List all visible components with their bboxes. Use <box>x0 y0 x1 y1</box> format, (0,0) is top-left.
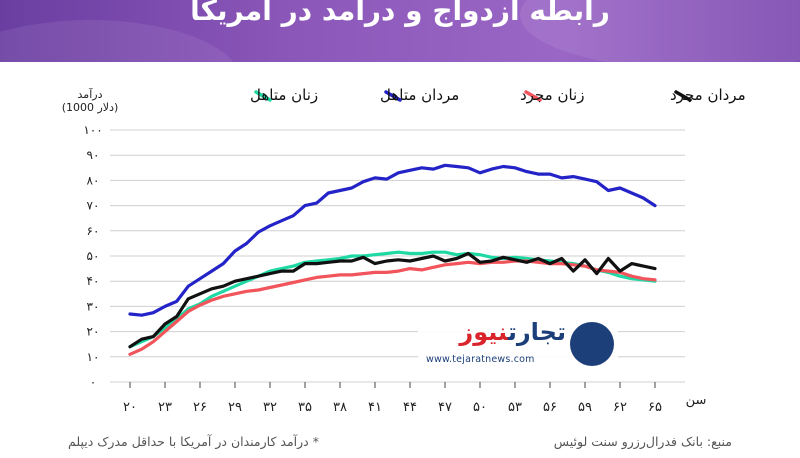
chart-legend: مردان مجرد زنان مجرد مردان متاهل زنان متاهل <box>250 86 746 104</box>
x-axis: ۲۰ ۲۳ ۲۶ ۲۹ ۳۲ ۳۵ ۳۸ ۴۱ ۴۴ ۴۷ ۵۰ ۵۳ ۵۶ ۵۹ ۶۲ ۶۵ <box>123 382 662 415</box>
y-axis-label: درآمد <box>78 87 103 101</box>
y-tick-label: ۵۰ <box>87 249 100 263</box>
tejaratnews-logo: تجارتنیوز www.tejaratnews.com <box>418 318 618 374</box>
y-axis-unit: (1000 دلار) <box>62 101 119 114</box>
x-tick-label: ۵۳ <box>508 400 522 415</box>
y-tick-label: ۴۰ <box>87 274 100 288</box>
x-tick-label: ۵۹ <box>578 400 592 415</box>
page-title: رابطه ازدواج و درآمد در آمریکا <box>190 0 610 27</box>
logo-wordmark: تجارتنیوز <box>459 318 566 346</box>
x-tick-label: ۴۱ <box>368 400 382 415</box>
legend-label-married-women: زنان متاهل <box>250 86 318 104</box>
y-tick-label: ۳۰ <box>87 299 100 313</box>
series-line-single-men <box>128 251 657 349</box>
logo-name-part2: نیوز <box>459 318 508 346</box>
x-tick-label: ۲۹ <box>228 400 242 415</box>
footer-note: * درآمد کارمندان در آمریکا با حداقل مدرک… <box>68 434 319 449</box>
x-tick-label: ۵۰ <box>473 400 487 415</box>
title-banner: رابطه ازدواج و درآمد در آمریکا <box>0 0 800 62</box>
x-tick-label: ۳۵ <box>298 400 312 415</box>
legend-label-single-men: مردان مجرد <box>670 86 746 104</box>
legend-label-single-women: زنان مجرد <box>520 86 584 104</box>
y-tick-label: ۱۰ <box>87 350 100 364</box>
footer-source: منبع: بانک فدرال‌رزرو سنت لوئیس <box>553 434 732 449</box>
x-tick-label: ۴۷ <box>438 400 452 415</box>
logo-emblem-icon <box>570 322 614 366</box>
chart-grid <box>110 129 685 383</box>
x-tick-label: ۳۲ <box>263 400 277 415</box>
x-tick-label: ۲۶ <box>193 400 207 415</box>
y-tick-label: ۰ <box>90 375 96 389</box>
x-tick-label: ۵۶ <box>543 400 557 415</box>
logo-name-part1: تجارت <box>507 318 566 346</box>
y-axis: ۰ ۱۰ ۲۰ ۳۰ ۴۰ ۵۰ ۶۰ ۷۰ ۸۰ ۹۰ ۱۰۰ <box>83 123 102 389</box>
y-tick-label: ۷۰ <box>87 199 100 213</box>
x-tick-label: ۶۵ <box>648 400 662 415</box>
legend-swatch-married-women <box>254 90 272 102</box>
x-tick-label: ۳۸ <box>333 400 347 415</box>
x-tick-label: ۶۲ <box>613 400 627 415</box>
y-tick-label: ۱۰۰ <box>83 123 102 137</box>
logo-url: www.tejaratnews.com <box>426 354 535 365</box>
legend-swatch-single-men <box>674 90 692 102</box>
income-chart: ۰ ۱۰ ۲۰ ۳۰ ۴۰ ۵۰ ۶۰ ۷۰ ۸۰ ۹۰ ۱۰۰ ۲۰ ۲۳ ۲۶ ۲۹ ۳۲ ۳۵ ۳۸ ۴۱ ۴… <box>62 86 746 415</box>
y-tick-label: ۲۰ <box>87 325 100 339</box>
y-tick-label: ۹۰ <box>87 148 100 162</box>
x-tick-label: ۲۳ <box>158 400 172 415</box>
legend-label-married-men: مردان متاهل <box>380 86 459 104</box>
series-line-married-men <box>128 163 657 317</box>
x-tick-label: ۲۰ <box>123 400 137 415</box>
y-tick-label: ۶۰ <box>87 224 100 238</box>
y-tick-label: ۸۰ <box>87 173 100 187</box>
legend-swatch-single-women <box>524 90 542 102</box>
x-tick-label: ۴۴ <box>403 400 417 415</box>
x-axis-label: سن <box>686 393 707 408</box>
legend-swatch-married-men <box>384 90 402 102</box>
chart-series <box>128 163 657 356</box>
